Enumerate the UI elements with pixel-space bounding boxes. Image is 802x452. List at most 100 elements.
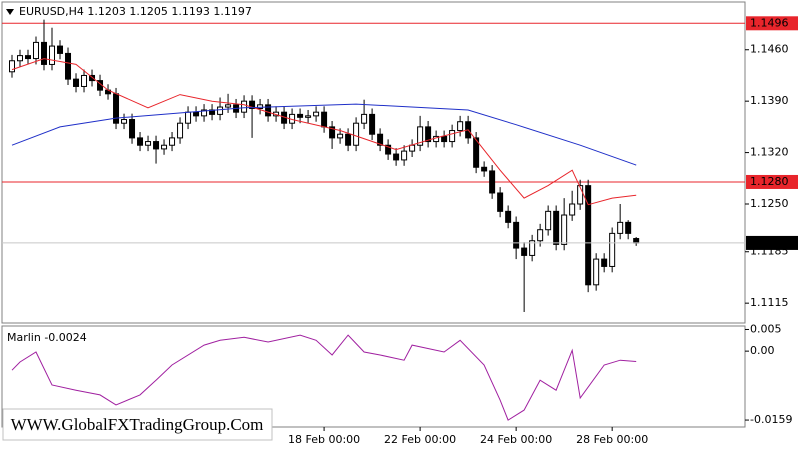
candle-body bbox=[545, 210, 552, 231]
candle-body bbox=[81, 74, 88, 87]
candle-body bbox=[217, 106, 224, 115]
watermark: WWW.GlobalFXTradingGroup.Com bbox=[11, 415, 264, 434]
candle-body bbox=[161, 144, 168, 150]
candle-body bbox=[329, 126, 336, 139]
y-tick-label: 1.1460 bbox=[750, 43, 789, 56]
candle-body bbox=[505, 210, 512, 223]
moving-average bbox=[11, 103, 637, 166]
candle-body bbox=[177, 122, 184, 139]
menu-triangle bbox=[6, 9, 14, 15]
candle-body bbox=[553, 210, 560, 245]
x-tick-label: 28 Feb 00:00 bbox=[576, 433, 648, 446]
candle-body bbox=[129, 119, 136, 139]
candle-body bbox=[41, 41, 48, 65]
candle-body bbox=[489, 170, 496, 194]
y-tick-label: 0.005 bbox=[750, 322, 782, 335]
indicator-pane-frame bbox=[1, 325, 746, 428]
candle-body bbox=[321, 111, 328, 128]
candle-body bbox=[185, 111, 192, 124]
candle-body bbox=[401, 150, 408, 161]
level-label-box bbox=[746, 16, 798, 31]
candle-body bbox=[481, 166, 488, 172]
candle-body bbox=[633, 238, 640, 244]
candle-body bbox=[193, 111, 200, 117]
candle-body bbox=[521, 247, 528, 256]
candle-body bbox=[337, 133, 344, 139]
candle-body bbox=[225, 104, 232, 108]
candle-body bbox=[49, 45, 56, 65]
level-label: 1.1496 bbox=[750, 16, 789, 29]
candle-body bbox=[89, 74, 96, 82]
y-tick-label: 1.1250 bbox=[750, 197, 789, 210]
candle-body bbox=[25, 55, 32, 60]
moving-average bbox=[11, 58, 637, 206]
candle-body bbox=[153, 141, 160, 150]
candle-body bbox=[313, 111, 320, 117]
x-tick-label: 24 Feb 00:00 bbox=[480, 433, 552, 446]
candle-body bbox=[441, 135, 448, 143]
candle-body bbox=[73, 78, 80, 87]
candle-body bbox=[169, 137, 176, 146]
watermark-box bbox=[2, 408, 273, 441]
last-price-box bbox=[746, 235, 798, 250]
candle-body bbox=[417, 126, 424, 146]
candle-body bbox=[497, 192, 504, 212]
candle-body bbox=[257, 104, 264, 110]
candle-body bbox=[361, 113, 368, 124]
candle-body bbox=[593, 258, 600, 286]
chart-title: EURUSD,H4 1.1203 1.1205 1.1193 1.1197 bbox=[19, 5, 252, 18]
main-pane-frame bbox=[1, 1, 746, 324]
y-tick-label: -0.0159 bbox=[750, 413, 792, 426]
candle-body bbox=[625, 221, 632, 234]
candle-body bbox=[145, 141, 152, 146]
candle-body bbox=[585, 185, 592, 286]
candle-body bbox=[121, 119, 128, 124]
y-tick-label: 1.1390 bbox=[750, 94, 789, 107]
level-label: 1.1280 bbox=[750, 175, 789, 188]
candle-body bbox=[33, 41, 40, 60]
candle-body bbox=[345, 133, 352, 146]
candle-body bbox=[561, 214, 568, 245]
candle-body bbox=[17, 55, 24, 62]
candle-body bbox=[377, 133, 384, 146]
marks: 1.14601.13901.13201.12501.11851.11151.14… bbox=[2, 16, 798, 446]
oscillator-line bbox=[11, 334, 637, 421]
candle-body bbox=[609, 232, 616, 267]
y-tick-label: 1.1115 bbox=[750, 296, 789, 309]
candle-body bbox=[457, 121, 464, 132]
indicator-title: Marlin -0.0024 bbox=[7, 331, 87, 344]
y-tick-label: 0.00 bbox=[750, 344, 775, 357]
candle-body bbox=[537, 229, 544, 242]
candle-body bbox=[137, 137, 144, 146]
x-tick-label: 22 Feb 00:00 bbox=[384, 433, 456, 446]
candle-body bbox=[369, 113, 376, 135]
x-tick-label: 18 Feb 00:00 bbox=[288, 433, 360, 446]
y-tick-label: 1.1320 bbox=[750, 146, 789, 159]
candle-body bbox=[353, 122, 360, 146]
candle-body bbox=[409, 144, 416, 152]
candle-body bbox=[297, 113, 304, 118]
candle-body bbox=[513, 221, 520, 249]
candle-body bbox=[617, 221, 624, 234]
candle-body bbox=[473, 137, 480, 168]
candle-body bbox=[65, 52, 72, 80]
candle-body bbox=[385, 144, 392, 155]
candle-body bbox=[449, 130, 456, 143]
candle-body bbox=[569, 203, 576, 216]
level-label-box bbox=[746, 174, 798, 189]
candle-body bbox=[393, 153, 400, 161]
candle-body bbox=[57, 45, 64, 54]
candle-body bbox=[601, 258, 608, 267]
candle-body bbox=[529, 240, 536, 256]
candle-body bbox=[577, 185, 584, 205]
candle-body bbox=[265, 104, 272, 117]
candle-body bbox=[249, 100, 256, 110]
last-price-label: 1.1197 bbox=[750, 236, 789, 249]
candle-body bbox=[201, 109, 208, 117]
candle-body bbox=[425, 126, 432, 143]
candle-body bbox=[9, 60, 16, 73]
candle-body bbox=[241, 100, 248, 113]
